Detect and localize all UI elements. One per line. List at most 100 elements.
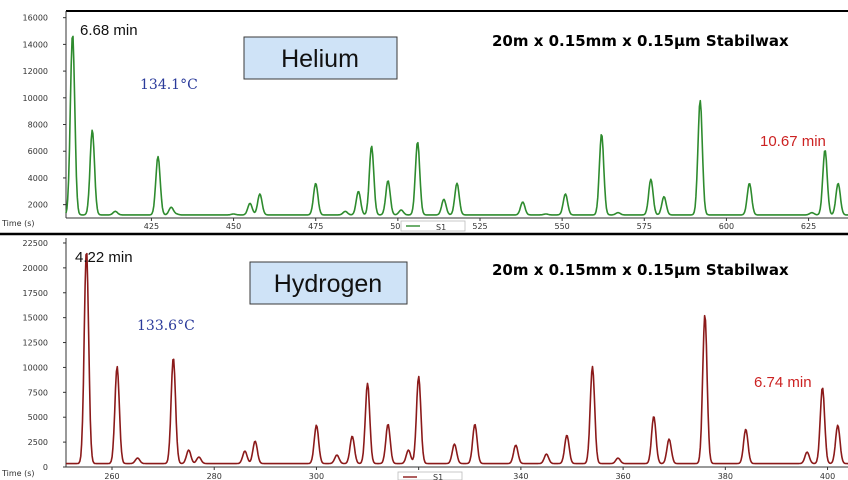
peak-point [175, 213, 177, 215]
end-time-annotation: 10.67 min [760, 133, 826, 150]
peak-point [745, 428, 747, 430]
y-tick-label: 12500 [23, 339, 48, 348]
x-tick-label: 300 [309, 472, 324, 480]
legend-box [397, 471, 463, 480]
y-tick-label: 14000 [23, 40, 48, 49]
x-tick-label: 260 [104, 472, 119, 480]
x-tick-label: 525 [472, 222, 487, 231]
peak-point [453, 443, 455, 445]
peak-point [650, 178, 652, 180]
gas-label-box [243, 36, 398, 80]
peak-point [699, 99, 701, 101]
start-time-annotation: 6.68 min [80, 22, 138, 39]
peak-point [821, 386, 823, 388]
y-tick-label: 20000 [23, 264, 48, 273]
y-tick-label: 8000 [28, 121, 48, 130]
peak-point [837, 424, 839, 426]
peak-point [600, 133, 602, 135]
hydrogen-trace-line [66, 252, 848, 465]
peak-point [249, 202, 251, 204]
peak-point [416, 141, 418, 143]
x-tick-label: 280 [207, 472, 222, 480]
peak-point [417, 375, 419, 377]
start-time-annotation: 4.22 min [75, 249, 133, 266]
y-tick-label: 17500 [23, 289, 48, 298]
gas-label: Helium [281, 45, 359, 73]
x-tick-label: 340 [513, 472, 528, 480]
peak-point [315, 182, 317, 184]
peak-point [357, 190, 359, 192]
peak-point [748, 182, 750, 184]
x-axis-label: Time (s) [1, 469, 35, 478]
x-tick-label: 600 [719, 222, 734, 231]
peak-point [387, 179, 389, 181]
peak-point [336, 454, 338, 456]
gas-label: Hydrogen [274, 270, 382, 298]
y-tick-label: 4000 [28, 174, 48, 183]
peak-point [704, 313, 706, 315]
end-time-annotation: 6.74 min [754, 374, 812, 391]
helium-chromatogram-panel: 2000 4000 6000 8000 10000 12000 14000 16000 425… [0, 0, 848, 232]
temperature-annotation: 133.6°C [137, 318, 195, 334]
legend-box [400, 220, 466, 232]
peak-point [443, 198, 445, 200]
peak-point [566, 434, 568, 436]
peak-point [172, 356, 174, 358]
y-tick-label: 16000 [23, 14, 48, 23]
y-tick-label: 5000 [28, 413, 48, 422]
peak-point [116, 365, 118, 367]
x-tick-label: 500 [390, 222, 405, 231]
peak-point [170, 206, 172, 208]
peak-point [91, 129, 93, 131]
temperature-annotation: 134.1°C [140, 77, 198, 93]
x-tick-label: 380 [718, 472, 733, 480]
peak-point [668, 438, 670, 440]
peak-point [187, 449, 189, 451]
peak-point [591, 365, 593, 367]
peak-point [545, 213, 547, 215]
peak-point [198, 456, 200, 458]
x-tick-label: 360 [615, 472, 630, 480]
y-tick-label: 10000 [23, 363, 48, 372]
x-tick-label: 450 [226, 222, 241, 231]
peak-point [474, 423, 476, 425]
peak-point [617, 211, 619, 213]
x-tick-label: 575 [637, 222, 652, 231]
y-tick-label: 22500 [23, 239, 48, 248]
peak-point [366, 382, 368, 384]
y-tick-label: 10000 [23, 94, 48, 103]
x-tick-label: 400 [820, 472, 835, 480]
peak-point [259, 193, 261, 195]
y-tick-label: 0 [43, 463, 48, 472]
peak-point [254, 440, 256, 442]
column-spec-label: 20m x 0.15mm x 0.15µm Stabilwax [492, 261, 789, 279]
helium-trace-line [65, 35, 848, 216]
peak-point [157, 155, 159, 157]
x-tick-label: 475 [308, 222, 323, 231]
column-spec-label: 20m x 0.15mm x 0.15µm Stabilwax [492, 32, 789, 50]
peak-point [370, 145, 372, 147]
y-tick-label: 15000 [23, 314, 48, 323]
peak-point [522, 201, 524, 203]
peak-point [387, 423, 389, 425]
y-tick-label: 7500 [28, 388, 48, 397]
peak-point [617, 457, 619, 459]
x-axis-label: Time (s) [1, 219, 35, 228]
peak-point [136, 457, 138, 459]
panel-background [0, 0, 848, 232]
x-tick-label: 425 [144, 222, 159, 231]
peak-point [244, 450, 246, 452]
peak-point [564, 193, 566, 195]
y-tick-label: 2500 [28, 438, 48, 447]
hydrogen-chromatogram-panel: 0 2500 5000 7500 10000 12500 15000 17500 20000 22… [1, 238, 848, 480]
peak-point [663, 195, 665, 197]
x-tick-label: 625 [801, 222, 816, 231]
peak-point [351, 435, 353, 437]
peak-point [400, 209, 402, 211]
gas-label-box [249, 261, 408, 305]
peak-point [114, 210, 116, 212]
peak-point [806, 451, 808, 453]
peak-point [232, 213, 234, 215]
legend-label: S1 [436, 223, 446, 232]
